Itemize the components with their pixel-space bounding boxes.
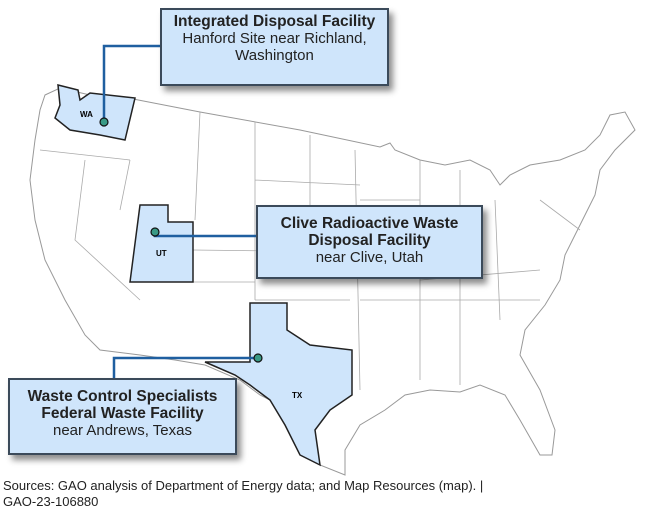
site-marker-clive: [150, 227, 160, 237]
source-text: Sources: GAO analysis of Department of E…: [3, 478, 484, 493]
state-washington: [54, 84, 136, 141]
callout-clive-facility: Clive Radioactive Waste Disposal Facilit…: [256, 205, 483, 279]
facility-location: Hanford Site near Richland, Washington: [182, 30, 367, 64]
facility-name: Waste Control Specialists Federal Waste …: [27, 388, 218, 422]
us-outline: [29, 87, 636, 476]
state-texas: [204, 302, 353, 467]
facility-location: near Andrews, Texas: [53, 422, 192, 439]
site-marker-andrews: [253, 353, 263, 363]
source-note: Sources: GAO analysis of Department of E…: [3, 478, 483, 510]
leader-line-hanford: [102, 44, 162, 122]
state-label-tx: TX: [292, 391, 303, 400]
facility-name: Clive Radioactive Waste Disposal Facilit…: [280, 215, 459, 249]
state-label-wa: WA: [80, 110, 93, 119]
callout-integrated-disposal-facility: Integrated Disposal Facility Hanford Sit…: [160, 8, 389, 86]
facility-location: near Clive, Utah: [315, 249, 424, 266]
site-marker-hanford: [99, 117, 109, 127]
report-id: GAO-23-106880: [3, 494, 99, 509]
state-label-ut: UT: [156, 249, 167, 258]
callout-waste-control-specialists: Waste Control Specialists Federal Waste …: [8, 378, 237, 455]
state-utah: [129, 204, 194, 283]
facility-name: Integrated Disposal Facility: [173, 13, 376, 30]
leader-line-andrews: [112, 356, 258, 380]
